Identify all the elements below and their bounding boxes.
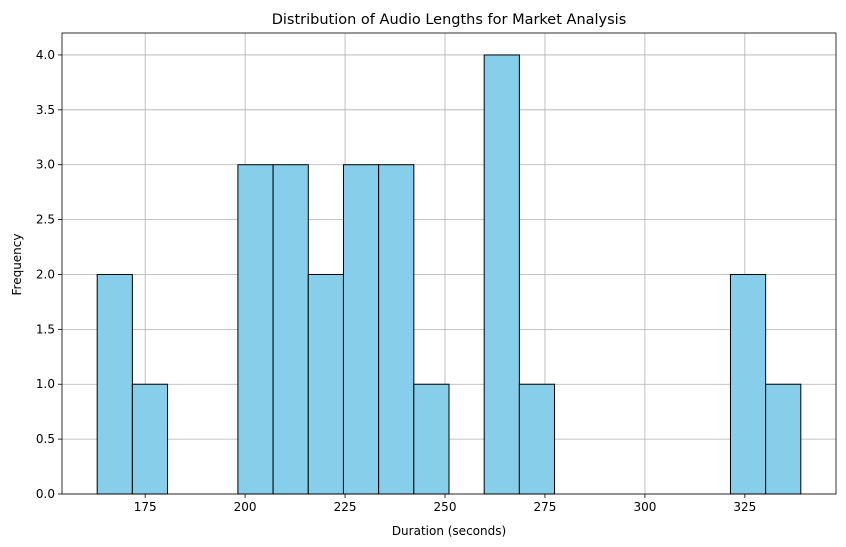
histogram-bar: [483, 54, 520, 495]
plot-frame: [61, 32, 837, 495]
y-tick-label: 1.5: [36, 322, 55, 336]
y-tick-label: 0.0: [36, 487, 55, 501]
y-tick-label: 3.5: [36, 103, 55, 117]
y-tick-label: 2.5: [36, 213, 55, 227]
histogram-bar: [342, 164, 380, 495]
x-tick-label: 275: [533, 500, 556, 514]
y-tick-label: 0.5: [36, 432, 55, 446]
y-axis-label: Frequency: [10, 234, 24, 296]
histogram-bar: [729, 273, 767, 495]
y-axis: 0.0 0.5 1.0 1.5 2.0 2.5 3.0 3.5 4.0: [36, 48, 62, 501]
x-axis-label: Duration (seconds): [392, 524, 506, 538]
chart-title: Distribution of Audio Lengths for Market…: [272, 12, 627, 28]
x-tick-label: 300: [633, 500, 656, 514]
histogram-bar: [237, 164, 274, 495]
bars-group: [96, 54, 802, 495]
y-tick-label: 3.0: [36, 158, 55, 172]
y-tick-label: 2.0: [36, 267, 55, 281]
histogram-bar: [765, 383, 802, 495]
histogram-bar: [413, 383, 450, 495]
histogram-bar: [131, 383, 169, 495]
y-tick-label: 1.0: [36, 377, 55, 391]
histogram-bar: [378, 164, 415, 495]
histogram-bar: [518, 383, 556, 495]
x-tick-label: 325: [733, 500, 756, 514]
x-axis: 175 200 225 250 275 300 325: [134, 494, 756, 514]
histogram-bar: [307, 273, 344, 495]
x-tick-label: 175: [134, 500, 157, 514]
x-tick-label: 200: [234, 500, 257, 514]
x-tick-label: 225: [334, 500, 357, 514]
x-tick-label: 250: [434, 500, 457, 514]
y-tick-label: 4.0: [36, 48, 55, 62]
histogram-bar: [96, 273, 133, 495]
histogram-bar: [272, 164, 309, 495]
